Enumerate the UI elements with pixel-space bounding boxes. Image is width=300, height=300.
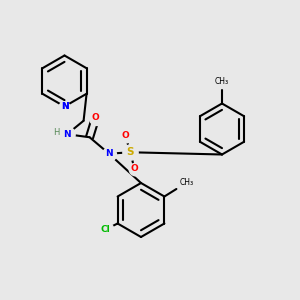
Text: CH₃: CH₃ [215, 76, 229, 85]
Text: O: O [131, 164, 139, 173]
Text: O: O [92, 113, 100, 122]
Text: N: N [61, 102, 68, 111]
Text: Cl: Cl [101, 225, 110, 234]
Text: S: S [126, 147, 134, 157]
Text: N: N [61, 102, 68, 111]
Text: N: N [63, 130, 71, 139]
Text: O: O [122, 131, 130, 140]
Text: H: H [53, 128, 60, 137]
Text: CH₃: CH₃ [179, 178, 194, 187]
Text: N: N [105, 149, 113, 158]
